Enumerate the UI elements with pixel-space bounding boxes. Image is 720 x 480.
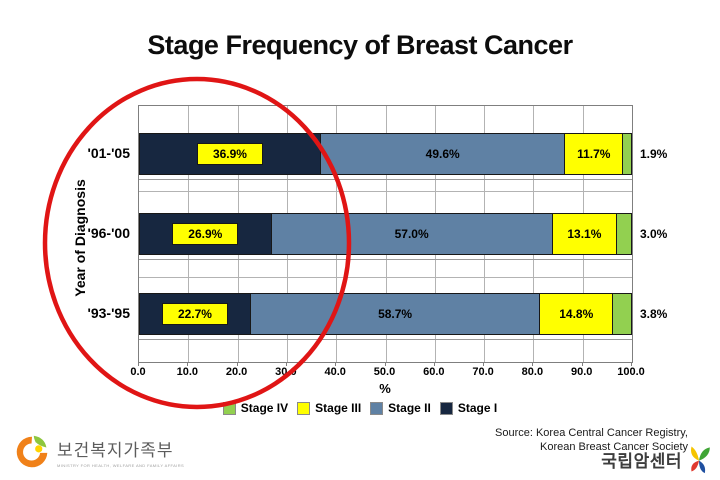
ministry-swirl-icon	[16, 435, 48, 468]
gridline-horizontal	[139, 276, 632, 278]
x-tick-label: 0.0	[130, 366, 146, 378]
data-label: 57.0%	[394, 227, 429, 241]
legend-item: Stage III	[297, 401, 361, 415]
legend-swatch	[222, 401, 236, 415]
ministry-logo: 보건복지가족부 MINISTRY FOR HEALTH, WELFARE AND…	[14, 434, 184, 470]
x-tick-mark	[483, 362, 485, 366]
data-label-outside: 3.8%	[640, 307, 668, 321]
source-line-2: Korean Breast Cancer Society	[540, 441, 688, 453]
bar-segment-stage-iv	[613, 293, 632, 335]
bar-segment-stage-iv	[617, 213, 632, 255]
x-tick-label: 60.0	[423, 366, 445, 378]
plot-area: 36.9% 49.6% 11.7% 1.9% 26.9% 57.0% 13.1% 3.0% 22…	[138, 105, 667, 363]
legend-item: Stage I	[439, 401, 498, 415]
bar-segment-stage-ii: 49.6%	[320, 133, 566, 175]
gridline-horizontal	[139, 339, 632, 340]
x-tick-mark	[532, 362, 534, 366]
bar-segment-stage-ii: 57.0%	[271, 213, 553, 255]
ministry-subtitle: MINISTRY FOR HEALTH, WELFARE AND FAMILY …	[57, 463, 185, 468]
data-label-outside: 1.9%	[640, 147, 668, 161]
x-tick-mark	[433, 362, 435, 366]
data-label-chip: 22.7%	[161, 303, 228, 325]
x-tick-label: 20.0	[225, 366, 248, 378]
data-label: 49.6%	[425, 147, 460, 161]
category-label: '93-'95	[87, 305, 130, 321]
bar-segment-stage-iv	[623, 133, 633, 175]
bar-segment-stage-ii: 58.7%	[250, 293, 541, 335]
x-tick-mark	[631, 362, 632, 366]
legend: Stage IV Stage III Stage II Stage I	[0, 401, 720, 415]
data-label-outside: 3.0%	[640, 227, 668, 241]
data-label: 13.1%	[567, 227, 602, 241]
legend-item: Stage II	[370, 401, 431, 415]
x-axis-title: %	[379, 381, 391, 396]
data-label: 11.7%	[577, 147, 611, 161]
gridline-horizontal	[139, 179, 632, 180]
data-label-chip: 36.9%	[196, 143, 263, 165]
x-tick-label: 50.0	[373, 366, 396, 378]
bar-segment-stage-iii: 14.8%	[540, 293, 614, 335]
ncc-name: 국립암센터	[601, 451, 682, 471]
legend-label: Stage II	[388, 401, 431, 415]
source-text: Source: Korea Central Cancer Registry, K…	[495, 426, 688, 454]
x-tick-label: 40.0	[324, 366, 346, 378]
bar-segment-stage-i: 36.9%	[139, 133, 321, 175]
legend-label: Stage III	[315, 401, 362, 415]
legend-label: Stage IV	[240, 401, 289, 415]
ncc-leaf-icon	[691, 446, 710, 474]
bar-segment-stage-i: 26.9%	[139, 213, 272, 255]
x-tick-label: 30.0	[275, 366, 297, 378]
gridline-horizontal	[139, 259, 632, 260]
bar-segment-stage-iii: 13.1%	[552, 213, 618, 255]
x-tick-mark	[581, 362, 583, 366]
ministry-logo-text: 보건복지가족부 MINISTRY FOR HEALTH, WELFARE AND…	[57, 436, 184, 468]
ncc-logo: 국립암센터	[601, 444, 714, 474]
legend-swatch	[297, 401, 311, 415]
x-tick-mark	[384, 362, 386, 366]
category-label: '96-'00	[87, 225, 130, 241]
legend-item: Stage IV	[222, 401, 289, 415]
bar-row: 26.9% 57.0% 13.1% 3.0%	[139, 213, 667, 255]
legend-label: Stage I	[457, 401, 498, 415]
x-tick-label: 80.0	[521, 366, 544, 378]
chart-title: Stage Frequency of Breast Cancer	[147, 30, 573, 60]
bar-segment-stage-i: 22.7%	[139, 293, 251, 335]
x-tick-label: 100.0	[617, 366, 645, 378]
bar-segment-stage-iii: 11.7%	[565, 133, 624, 175]
x-tick-label: 70.0	[472, 366, 494, 378]
bar-row: 22.7% 58.7% 14.8% 3.8%	[139, 293, 667, 335]
legend-swatch	[370, 401, 384, 415]
x-tick-label: 90.0	[570, 366, 593, 378]
source-line-1: Source: Korea Central Cancer Registry,	[495, 427, 688, 439]
data-label: 14.8%	[559, 307, 594, 321]
data-label-chip: 26.9%	[172, 223, 239, 245]
gridline-horizontal	[139, 191, 632, 193]
legend-swatch	[439, 401, 453, 415]
category-label: '01-'05	[87, 145, 130, 161]
bar-row: 36.9% 49.6% 11.7% 1.9%	[139, 133, 667, 175]
data-label: 58.7%	[378, 307, 413, 321]
ministry-name: 보건복지가족부	[57, 441, 174, 460]
x-tick-label: 10.0	[176, 366, 199, 378]
